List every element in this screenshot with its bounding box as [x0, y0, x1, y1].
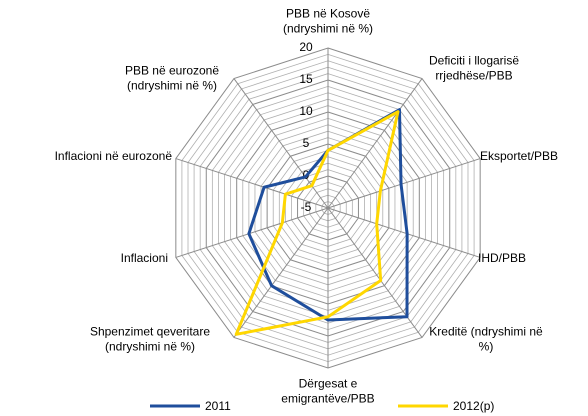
- series-line: [247, 108, 409, 322]
- series-line: [234, 110, 400, 336]
- axis-label: Shpenzimet qeveritare (ndryshimi në %): [90, 325, 210, 354]
- legend-label: 2012(p): [453, 399, 494, 413]
- y-tick-label: 5: [303, 136, 310, 150]
- axis-label: IHD/PBB: [478, 251, 526, 265]
- axis-label: PBB në eurozonë (ndryshimi në %): [125, 64, 219, 93]
- spoke: [327, 207, 481, 258]
- axis-label: Inflacioni: [121, 251, 168, 265]
- spoke: [175, 158, 329, 209]
- y-tick-label: 20: [299, 40, 313, 54]
- y-tick-label: -5: [301, 200, 312, 214]
- axis-label: PBB në Kosovë (ndryshimi në %): [283, 7, 373, 36]
- spoke: [327, 158, 481, 209]
- axis-label: Dërgesat e emigrantëve/PBB: [281, 377, 374, 406]
- spoke: [327, 78, 423, 209]
- axis-label: Eksportet/PBB: [480, 149, 558, 163]
- axis-label: Kreditë (ndryshimi në%): [429, 325, 543, 354]
- y-tick-label: 15: [299, 72, 313, 86]
- axis-label: Inflacioni në eurozonë: [55, 149, 173, 163]
- axis-label: Deficiti i llogarisë rrjedhëse/PBB: [429, 54, 519, 83]
- y-tick-label: 10: [299, 104, 313, 118]
- spoke: [175, 207, 329, 258]
- spoke: [233, 78, 329, 209]
- legend-label: 2011: [205, 399, 231, 413]
- spoke: [233, 207, 329, 338]
